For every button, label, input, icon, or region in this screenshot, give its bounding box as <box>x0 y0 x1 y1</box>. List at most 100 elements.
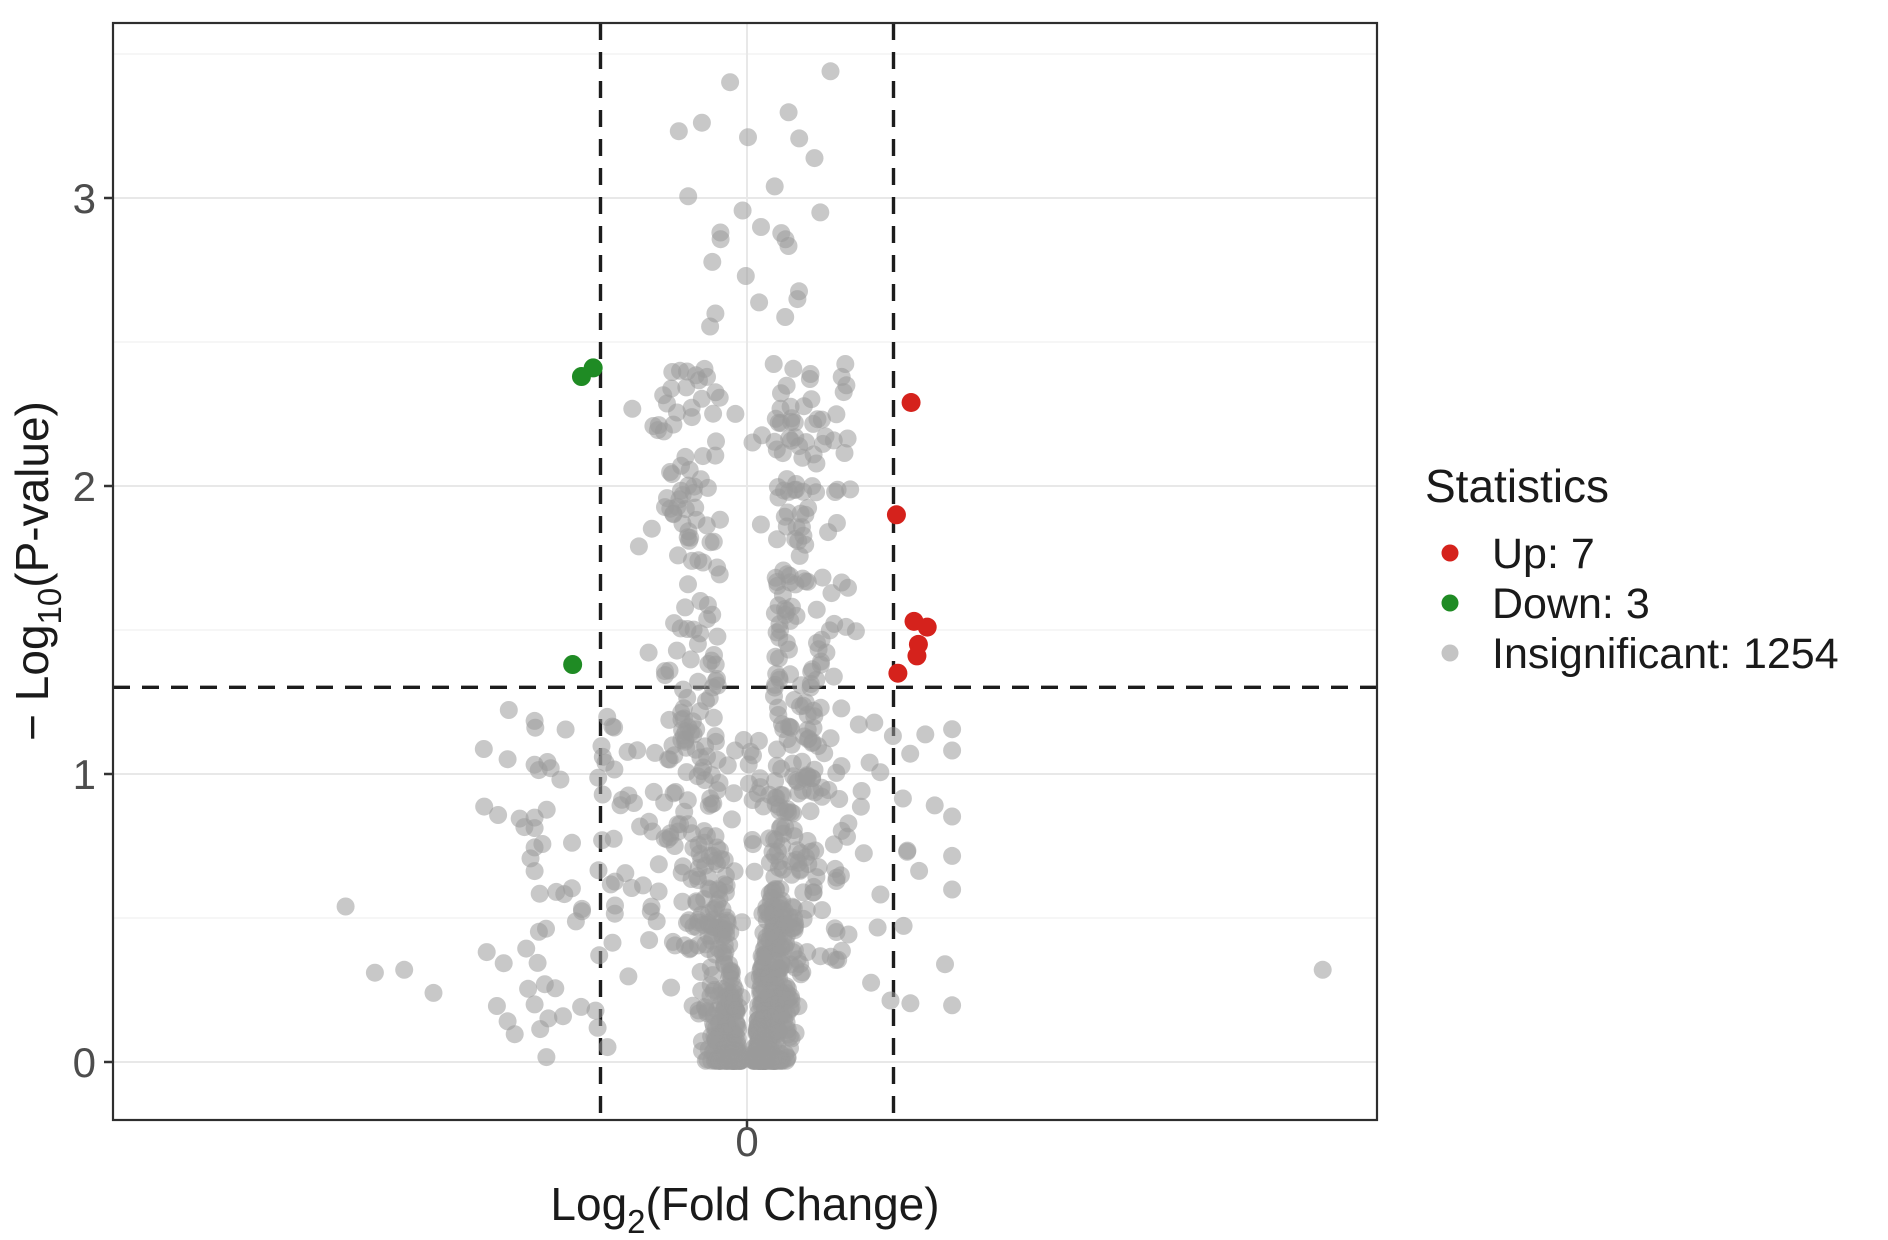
insignificant-point <box>807 454 826 473</box>
y-tick-label-0: 0 <box>73 1039 96 1086</box>
insignificant-point <box>704 708 723 727</box>
insignificant-point <box>751 515 770 534</box>
insignificant-point <box>593 785 612 804</box>
insignificant-point <box>827 763 846 782</box>
insignificant-point <box>821 729 840 748</box>
insignificant-point <box>697 692 715 711</box>
up-point <box>888 663 908 683</box>
insignificant-point <box>494 954 513 973</box>
insignificant-point <box>669 546 687 565</box>
insignificant-point <box>498 750 517 769</box>
insignificant-point <box>753 426 771 445</box>
insignificant-point <box>849 715 868 734</box>
insignificant-point <box>936 955 954 974</box>
legend-up-label: Up: 7 <box>1492 530 1595 578</box>
insignificant-point <box>474 740 493 758</box>
insignificant-point <box>771 1006 790 1025</box>
legend-up-dot-icon <box>1441 544 1459 562</box>
insignificant-point <box>499 701 518 719</box>
insignificant-point <box>752 218 770 236</box>
insignificant-point <box>766 647 785 666</box>
insignificant-point <box>424 983 443 1002</box>
insignificant-point <box>676 598 695 617</box>
insignificant-point <box>841 480 860 499</box>
insignificant-point <box>535 975 554 994</box>
insignificant-point <box>679 575 697 594</box>
insignificant-point <box>724 976 743 995</box>
insignificant-point <box>703 966 722 985</box>
insignificant-point <box>539 1009 558 1028</box>
insignificant-point <box>682 408 701 427</box>
insignificant-point <box>676 447 695 466</box>
insignificant-point <box>791 844 810 863</box>
insignificant-point <box>639 643 658 662</box>
insignificant-point <box>832 699 851 718</box>
insignificant-point <box>739 128 757 147</box>
insignificant-point <box>715 955 734 974</box>
insignificant-point <box>660 661 679 680</box>
insignificant-point <box>537 800 556 819</box>
insignificant-point <box>680 531 699 550</box>
insignificant-point <box>668 815 687 834</box>
insignificant-point <box>943 846 962 865</box>
insignificant-point <box>871 763 890 782</box>
insignificant-point <box>828 480 847 499</box>
insignificant-point <box>764 355 783 373</box>
insignificant-point <box>785 827 804 846</box>
points-layer <box>336 62 1332 1070</box>
insignificant-point <box>838 827 856 846</box>
legend-entry-down: Down: 3 <box>1441 580 1650 628</box>
insignificant-point <box>782 409 801 428</box>
insignificant-point <box>838 429 857 448</box>
insignificant-point <box>749 1046 768 1065</box>
insignificant-point <box>751 778 770 797</box>
insignificant-point <box>701 317 720 336</box>
insignificant-point <box>519 979 538 998</box>
insignificant-point <box>1313 960 1332 979</box>
insignificant-point <box>659 750 678 769</box>
insignificant-point <box>726 404 745 423</box>
insignificant-point <box>703 678 722 697</box>
insignificant-point <box>790 129 809 148</box>
insignificant-point <box>662 978 681 997</box>
insignificant-point <box>854 844 873 863</box>
insignificant-point <box>820 621 839 640</box>
insignificant-point <box>689 551 708 570</box>
legend: Statistics Up: 7 Down: 3 Insignificant: … <box>1425 460 1839 678</box>
insignificant-point <box>827 514 846 532</box>
insignificant-point <box>794 397 813 416</box>
insignificant-point <box>525 819 544 838</box>
insignificant-point <box>793 752 812 771</box>
insignificant-point <box>589 768 608 787</box>
y-axis-title-main: − Log <box>6 624 58 740</box>
insignificant-point <box>817 643 836 662</box>
insignificant-point <box>865 713 884 732</box>
insignificant-point <box>668 403 686 422</box>
up-point <box>886 505 906 525</box>
insignificant-point <box>533 835 552 853</box>
insignificant-point <box>824 667 843 686</box>
insignificant-point <box>894 916 913 935</box>
insignificant-point <box>698 610 717 629</box>
insignificant-point <box>699 926 718 945</box>
insignificant-point <box>691 624 710 643</box>
insignificant-point <box>525 995 544 1014</box>
insignificant-point <box>813 901 832 920</box>
insignificant-point <box>790 546 809 565</box>
insignificant-point <box>537 1048 556 1067</box>
insignificant-point <box>589 861 608 880</box>
insignificant-point <box>793 569 812 588</box>
insignificant-point <box>784 359 803 378</box>
insignificant-point <box>757 1022 776 1041</box>
insignificant-point <box>772 759 791 778</box>
y-axis-title-rest: (P-value) <box>6 401 58 588</box>
insignificant-point <box>706 732 725 751</box>
insignificant-point <box>634 876 652 895</box>
insignificant-point <box>821 62 840 81</box>
insignificant-point <box>669 122 688 141</box>
insignificant-point <box>778 565 797 584</box>
insignificant-point <box>489 806 508 824</box>
insignificant-point <box>695 997 714 1016</box>
insignificant-point <box>664 784 683 803</box>
legend-down-dot-icon <box>1441 594 1459 612</box>
